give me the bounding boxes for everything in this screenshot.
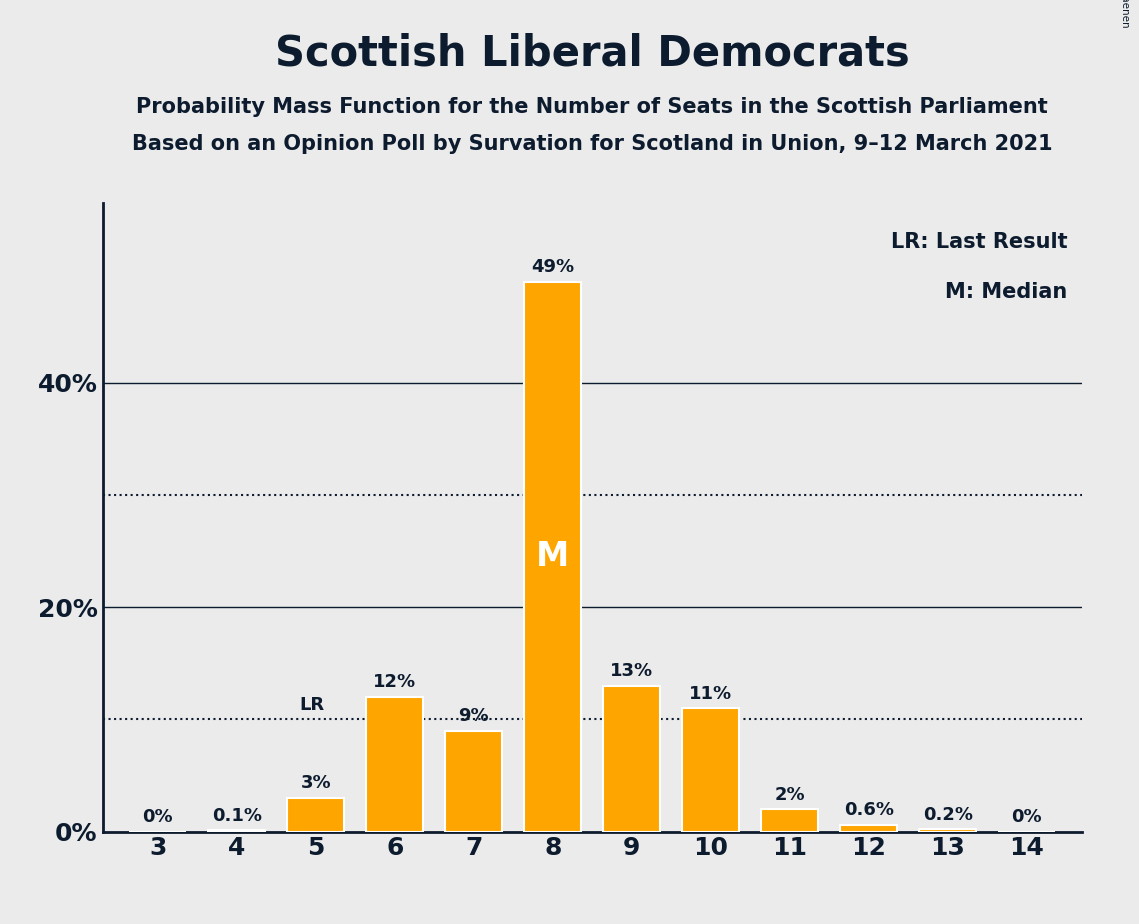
Text: 3%: 3%	[301, 774, 331, 793]
Text: 2%: 2%	[775, 785, 805, 804]
Bar	[287, 798, 344, 832]
Text: 0%: 0%	[1011, 808, 1042, 826]
Bar	[761, 809, 818, 832]
Text: 49%: 49%	[531, 258, 574, 276]
Text: 0.1%: 0.1%	[212, 807, 262, 825]
Text: LR: Last Result: LR: Last Result	[891, 232, 1067, 251]
Bar	[604, 686, 661, 832]
Bar	[841, 825, 898, 832]
Bar	[367, 697, 424, 832]
Text: 11%: 11%	[689, 685, 732, 702]
Text: LR: LR	[300, 696, 325, 713]
Text: 0.2%: 0.2%	[923, 806, 973, 824]
Text: Probability Mass Function for the Number of Seats in the Scottish Parliament: Probability Mass Function for the Number…	[137, 97, 1048, 117]
Bar	[445, 731, 502, 832]
Text: M: M	[536, 541, 570, 573]
Text: 9%: 9%	[459, 707, 489, 725]
Bar	[682, 708, 739, 832]
Text: 12%: 12%	[374, 674, 417, 691]
Bar	[524, 282, 581, 832]
Text: 13%: 13%	[611, 663, 654, 680]
Text: 0.6%: 0.6%	[844, 801, 894, 820]
Bar	[919, 830, 976, 832]
Text: Scottish Liberal Democrats: Scottish Liberal Democrats	[274, 32, 910, 74]
Bar	[208, 831, 265, 832]
Text: © 2021 Filip van Laenen: © 2021 Filip van Laenen	[1120, 0, 1130, 28]
Text: M: Median: M: Median	[945, 282, 1067, 302]
Text: 0%: 0%	[142, 808, 173, 826]
Text: Based on an Opinion Poll by Survation for Scotland in Union, 9–12 March 2021: Based on an Opinion Poll by Survation fo…	[132, 134, 1052, 154]
